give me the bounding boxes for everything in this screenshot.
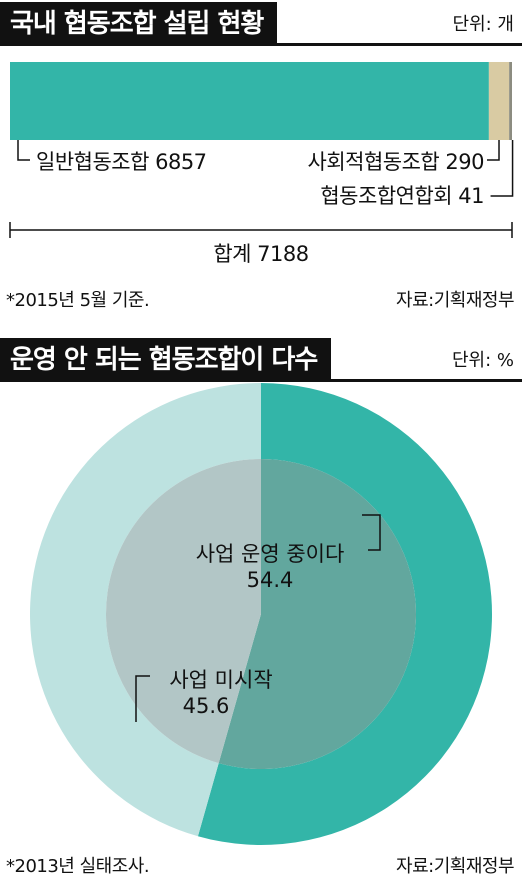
donut-value-not-started: 45.6 <box>182 694 230 718</box>
bar-label-coop-federation: 협동조합연합회 41 <box>320 184 484 208</box>
bar-segment-general-coop <box>10 62 489 140</box>
section1-title: 국내 협동조합 설립 현황 <box>0 2 278 46</box>
leader-line-not-started <box>135 675 150 722</box>
section2-header: 운영 안 되는 협동조합이 다수 단위: % <box>0 338 522 382</box>
leader-line-coop-federation <box>490 140 514 197</box>
total-label: 합계 7188 <box>213 242 309 266</box>
leader-line-operating <box>362 514 381 551</box>
donut-value-operating: 54.4 <box>246 568 294 592</box>
leader-line-social-coop <box>487 140 500 161</box>
section2-unit: 단위: % <box>451 350 514 371</box>
section1-header-rule <box>0 43 522 46</box>
section2-header-rule <box>0 379 522 382</box>
donut-outer-slice-operating <box>197 383 492 846</box>
section2-source: 자료:기획재정부 <box>396 856 514 877</box>
donut-outer-slice-not-started <box>29 383 261 837</box>
donut-inner-slice-operating <box>218 459 417 770</box>
donut-inner-slice-not-started <box>106 459 262 764</box>
bar-label-social-coop: 사회적협동조합 290 <box>307 150 485 174</box>
section2-footnote: *2013년 실태조사. <box>6 856 150 877</box>
bar-segment-coop-federation <box>509 62 512 140</box>
stacked-bar-chart <box>9 62 514 238</box>
bar-label-general-coop: 일반협동조합 6857 <box>36 150 207 174</box>
section1-footnote: *2015년 5월 기준. <box>6 290 150 311</box>
bar-segment-social-coop <box>488 62 510 140</box>
leader-line-general-coop <box>17 140 30 161</box>
donut-label-operating: 사업 운영 중이다 <box>195 542 345 566</box>
donut-label-not-started: 사업 미시작 <box>169 668 273 692</box>
section1-header: 국내 협동조합 설립 현황 단위: 개 <box>0 2 522 46</box>
section2-title: 운영 안 되는 협동조합이 다수 <box>0 338 332 382</box>
section1-unit: 단위: 개 <box>452 14 514 35</box>
section1-source: 자료:기획재정부 <box>396 290 514 311</box>
